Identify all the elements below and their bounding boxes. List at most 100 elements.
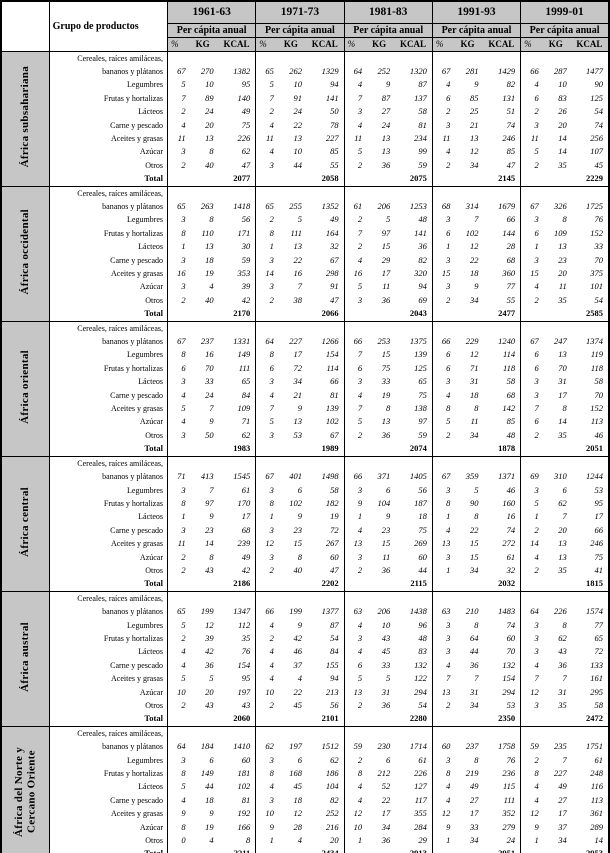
kcal-value: 133 (590, 659, 603, 670)
percent-value (343, 307, 365, 322)
percent-value (520, 172, 541, 187)
kg-value: 36 (470, 659, 479, 670)
kcal-value: 114 (503, 349, 516, 360)
kcal-value: 181 (237, 768, 251, 779)
percent-value: 66 (343, 320, 365, 349)
kg-value: 36 (381, 835, 391, 846)
kcal-value: 95 (594, 497, 604, 508)
kcal-column-header: KCAL (217, 36, 256, 52)
kcal-value: 141 (325, 92, 339, 103)
kg-value: 262 (275, 50, 306, 79)
kcal-value: 54 (330, 632, 339, 643)
kg-value: 20 (558, 268, 567, 278)
table-row: Aceites y grasas 16 19 353 14 16 298 16 17 320 15 1… (1, 267, 609, 281)
kg-value: 8 (474, 403, 479, 414)
percent-value: 6 (520, 91, 541, 106)
kcal-value: 84 (330, 646, 339, 657)
kg-value: 9 (385, 511, 391, 522)
total-row-label: Total (49, 307, 169, 322)
kcal-value: 58 (594, 376, 604, 387)
kg-value: 37 (293, 659, 302, 670)
percent-value (431, 577, 453, 592)
kcal-value: 107 (590, 146, 603, 157)
kcal-value: 160 (502, 497, 516, 508)
kg-value: 227 (275, 320, 306, 349)
table-row: Total 2077 2058 2075 2145 2229 (1, 172, 609, 187)
kg-value: 12 (470, 241, 479, 252)
kcal-value: 61 (506, 551, 516, 562)
kg-value: 11 (470, 416, 479, 427)
kg-value: 23 (558, 254, 567, 265)
percent-value: 4 (167, 118, 188, 132)
kg-value: 199 (187, 590, 218, 619)
kcal-value: 70 (506, 646, 516, 657)
kg-value: 49 (558, 781, 567, 792)
kg-value: 18 (293, 794, 302, 805)
percent-value: 69 (520, 455, 541, 484)
kg-value: 27 (470, 794, 479, 805)
percent-value: 4 (343, 780, 365, 794)
kg-value: 17 (558, 389, 567, 400)
kcal-value: 1382 (217, 50, 256, 79)
kcal-value: 90 (594, 79, 604, 90)
kg-value (541, 577, 571, 591)
percent-value: 2 (431, 699, 453, 713)
percent-value: 59 (520, 725, 541, 754)
percent-value: 3 (255, 523, 276, 538)
kcal-value: 54 (594, 294, 604, 305)
kg-value (364, 847, 394, 853)
kcal-value: 152 (590, 227, 603, 238)
kg-value: 36 (381, 429, 391, 440)
product-name: Cereales, raíces amiláceas, bananos y pl… (49, 455, 169, 484)
table-row: Lácteos 1 9 17 1 9 19 1 9 18 1 8 16 1 7 17 (1, 510, 609, 524)
kcal-value: 294 (502, 686, 516, 697)
kg-value (541, 442, 571, 456)
kg-value (276, 442, 306, 456)
percent-value: 4 (343, 118, 365, 132)
percent-value (255, 307, 276, 322)
kg-value: 13 (558, 538, 567, 549)
kg-value: 22 (470, 524, 479, 535)
table-row: Lácteos 1 13 30 1 13 32 2 15 36 1 12 28 1 13 33 (1, 240, 609, 254)
kcal-value: 246 (502, 132, 516, 143)
kcal-value: 289 (590, 821, 603, 832)
percent-value (520, 442, 541, 457)
percent-value: 1 (431, 510, 453, 524)
percent-value: 4 (255, 388, 276, 403)
percent-value: 2 (343, 158, 365, 173)
percent-value: 4 (167, 388, 188, 403)
kg-value: 15 (381, 349, 391, 360)
kcal-value: 1758 (482, 725, 521, 754)
percent-value: 8 (431, 767, 453, 781)
percent-value: 4 (255, 118, 276, 132)
total-row-label: Total (49, 712, 169, 727)
kcal-value: 154 (502, 673, 516, 684)
period-header-2: 1971-73 (255, 0, 345, 24)
percent-value: 2 (167, 699, 188, 713)
table-row: Legumbres 3 7 61 3 6 58 3 6 56 3 5 46 3 6 53 (1, 483, 609, 497)
kcal-value: 118 (503, 362, 516, 373)
kg-value: 15 (470, 538, 479, 549)
kg-value: 36 (558, 659, 567, 670)
percent-value: 67 (431, 455, 453, 484)
total-value: 2170 (233, 308, 251, 319)
percent-value: 6 (520, 361, 541, 376)
kg-value: 7 (209, 484, 214, 495)
kg-value: 22 (293, 254, 302, 265)
period-header-1: 1961-63 (167, 0, 257, 24)
kg-value: 19 (205, 821, 214, 832)
table-row: Legumbres 5 10 95 5 10 94 4 9 87 4 9 82 4 10 90 (1, 78, 609, 92)
total-value: 2101 (321, 713, 339, 724)
percent-value: 13 (431, 537, 453, 551)
kg-value: 5 (385, 673, 391, 684)
kg-value: 31 (558, 376, 567, 387)
kg-value: 6 (297, 484, 302, 495)
table-row: Total 2060 2101 2280 2350 2472 (1, 712, 609, 727)
kg-value: 9 (297, 403, 302, 414)
total-value: 2060 (233, 713, 251, 724)
kcal-value: 111 (238, 362, 251, 373)
percent-value (167, 172, 188, 187)
kg-value: 8 (562, 214, 567, 225)
kg-value: 43 (205, 564, 214, 575)
